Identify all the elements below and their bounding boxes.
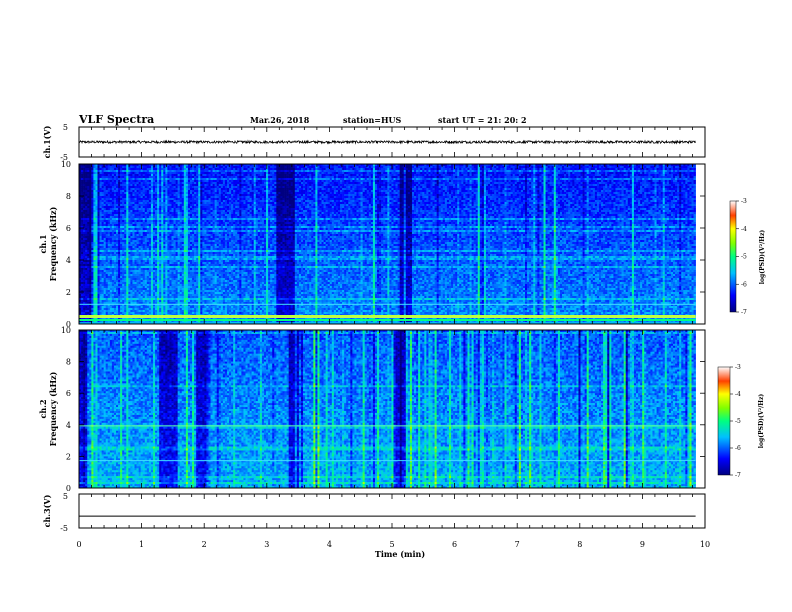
ch3-waveform-ylabel: ch.3(V) [42, 494, 52, 527]
xtick-label: 6 [452, 540, 457, 549]
figure-title: VLF Spectra [78, 113, 154, 126]
ch2-colorbar-label: log(PSD)(V²/Hz) [758, 394, 765, 449]
xtick-label: 1 [139, 540, 144, 549]
ch1-colorbar-label: log(PSD)(V²/Hz) [759, 230, 766, 285]
ch1-spectrogram-ylabel-channel: ch.1 [38, 234, 48, 253]
colorbar-tick-label: -3 [735, 364, 741, 371]
ch2-spectrogram-ylabel-channel: ch.2 [38, 399, 48, 418]
ch3-waveform-frame [79, 494, 705, 528]
ch1-colorbar-gradient [730, 201, 736, 312]
xtick-label: 4 [327, 540, 332, 549]
ytick-label: 8 [66, 192, 71, 201]
ch1-waveform-ytick-top: 5 [63, 123, 68, 132]
ch2-colorbar-ticks: -3 -4 -5 -6 -7 [730, 364, 741, 479]
date-label: Mar.26, 2018 [250, 115, 310, 125]
x-axis-label: Time (min) [375, 549, 425, 559]
ch2-spectrogram-ylabel-frequency: Frequency (kHz) [48, 371, 58, 446]
ytick-label: 2 [66, 288, 71, 297]
colorbar-tick-label: -4 [741, 226, 747, 233]
colorbar-tick-label: -6 [741, 281, 747, 288]
ch1-spectrogram-ylabel-frequency: Frequency (kHz) [48, 206, 58, 281]
ch1-spectrogram-heatmap [79, 164, 705, 324]
xtick-label: 9 [640, 540, 645, 549]
colorbar-tick-label: -7 [735, 472, 741, 479]
ch2-spectrogram-heatmap [79, 330, 705, 488]
xtick-label: 2 [202, 540, 207, 549]
ch1-colorbar: -3 -4 -5 -6 -7 log(PSD)(V²/Hz) [730, 198, 766, 316]
ytick-label: 4 [66, 256, 71, 265]
ytick-label: 10 [61, 160, 71, 169]
ch1-colorbar-ticks: -3 -4 -5 -6 -7 [736, 198, 747, 316]
colorbar-tick-label: -4 [735, 391, 741, 398]
colorbar-tick-label: -5 [741, 254, 747, 261]
ch3-waveform-ytick-bottom: -5 [60, 524, 68, 533]
ytick-label: 6 [66, 389, 71, 398]
start-time-label: start UT = 21: 20: 2 [438, 115, 527, 125]
ch1-waveform-ylabel: ch.1(V) [42, 125, 52, 158]
x-axis-tick-labels: 0 1 2 3 4 5 6 7 8 9 10 [76, 540, 710, 549]
xtick-label: 0 [76, 540, 81, 549]
ytick-label: 4 [66, 421, 71, 430]
xtick-label: 5 [389, 540, 394, 549]
ch3-waveform-ytick-top: 5 [63, 492, 68, 501]
ytick-label: 2 [66, 452, 71, 461]
ytick-label: 10 [61, 326, 71, 335]
colorbar-tick-label: -3 [741, 198, 747, 205]
ch2-colorbar: -3 -4 -5 -6 -7 log(PSD)(V²/Hz) [718, 364, 765, 479]
ch3-waveform-panel: 5 -5 ch.3(V) [42, 492, 705, 533]
colorbar-tick-label: -7 [741, 309, 747, 316]
ch1-waveform-panel: 5 -5 ch.1(V) [42, 123, 705, 162]
station-label: station=HUS [343, 115, 402, 125]
xtick-label: 3 [264, 540, 269, 549]
xtick-label: 7 [515, 540, 520, 549]
colorbar-tick-label: -5 [735, 418, 741, 425]
ytick-label: 6 [66, 224, 71, 233]
xtick-label: 8 [577, 540, 582, 549]
ch2-colorbar-gradient [718, 367, 730, 475]
xtick-label: 10 [700, 540, 710, 549]
colorbar-tick-label: -6 [735, 445, 741, 452]
ytick-label: 8 [66, 358, 71, 367]
